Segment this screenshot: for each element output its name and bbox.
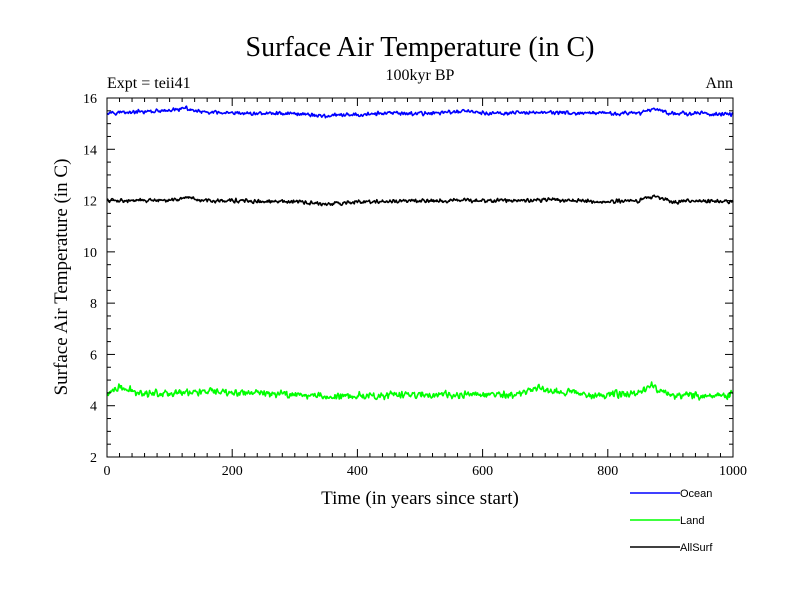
x-tick-label: 0: [104, 464, 111, 479]
y-tick-label: 14: [83, 143, 97, 158]
chart-title: Surface Air Temperature (in C): [246, 32, 595, 63]
x-tick-label: 1000: [719, 464, 747, 479]
y-tick-label: 16: [83, 92, 97, 107]
x-tick-label: 400: [347, 464, 368, 479]
y-tick-label: 10: [83, 246, 97, 261]
chart-subtitle: 100kyr BP: [386, 67, 455, 84]
x-tick-label: 200: [222, 464, 243, 479]
y-tick-label: 4: [90, 400, 97, 415]
x-tick-label: 800: [597, 464, 618, 479]
y-tick-label: 6: [90, 348, 97, 363]
season-label: Ann: [705, 75, 733, 92]
y-tick-label: 2: [90, 451, 97, 466]
legend: Ocean Land AllSurf: [630, 488, 713, 554]
y-tick-label: 12: [83, 195, 97, 210]
series-line-land: [106, 381, 734, 401]
legend-label-allsurf: AllSurf: [680, 542, 713, 554]
y-axis-label: Surface Air Temperature (in C): [51, 159, 72, 396]
series-line-ocean: [106, 105, 734, 119]
y-tick-label: 8: [90, 297, 97, 312]
x-tick-label: 600: [472, 464, 493, 479]
axis-layer: 0 200 400 600 800 1000 2 4 6 8 10 12 14 16: [83, 92, 747, 479]
legend-label-ocean: Ocean: [680, 488, 712, 500]
series-layer: [106, 105, 734, 401]
legend-label-land: Land: [680, 515, 704, 527]
plot-frame: [106, 97, 734, 458]
experiment-label: Expt = teii41: [107, 75, 191, 92]
x-axis-label: Time (in years since start): [321, 488, 519, 509]
series-line-allsurf: [106, 194, 734, 207]
